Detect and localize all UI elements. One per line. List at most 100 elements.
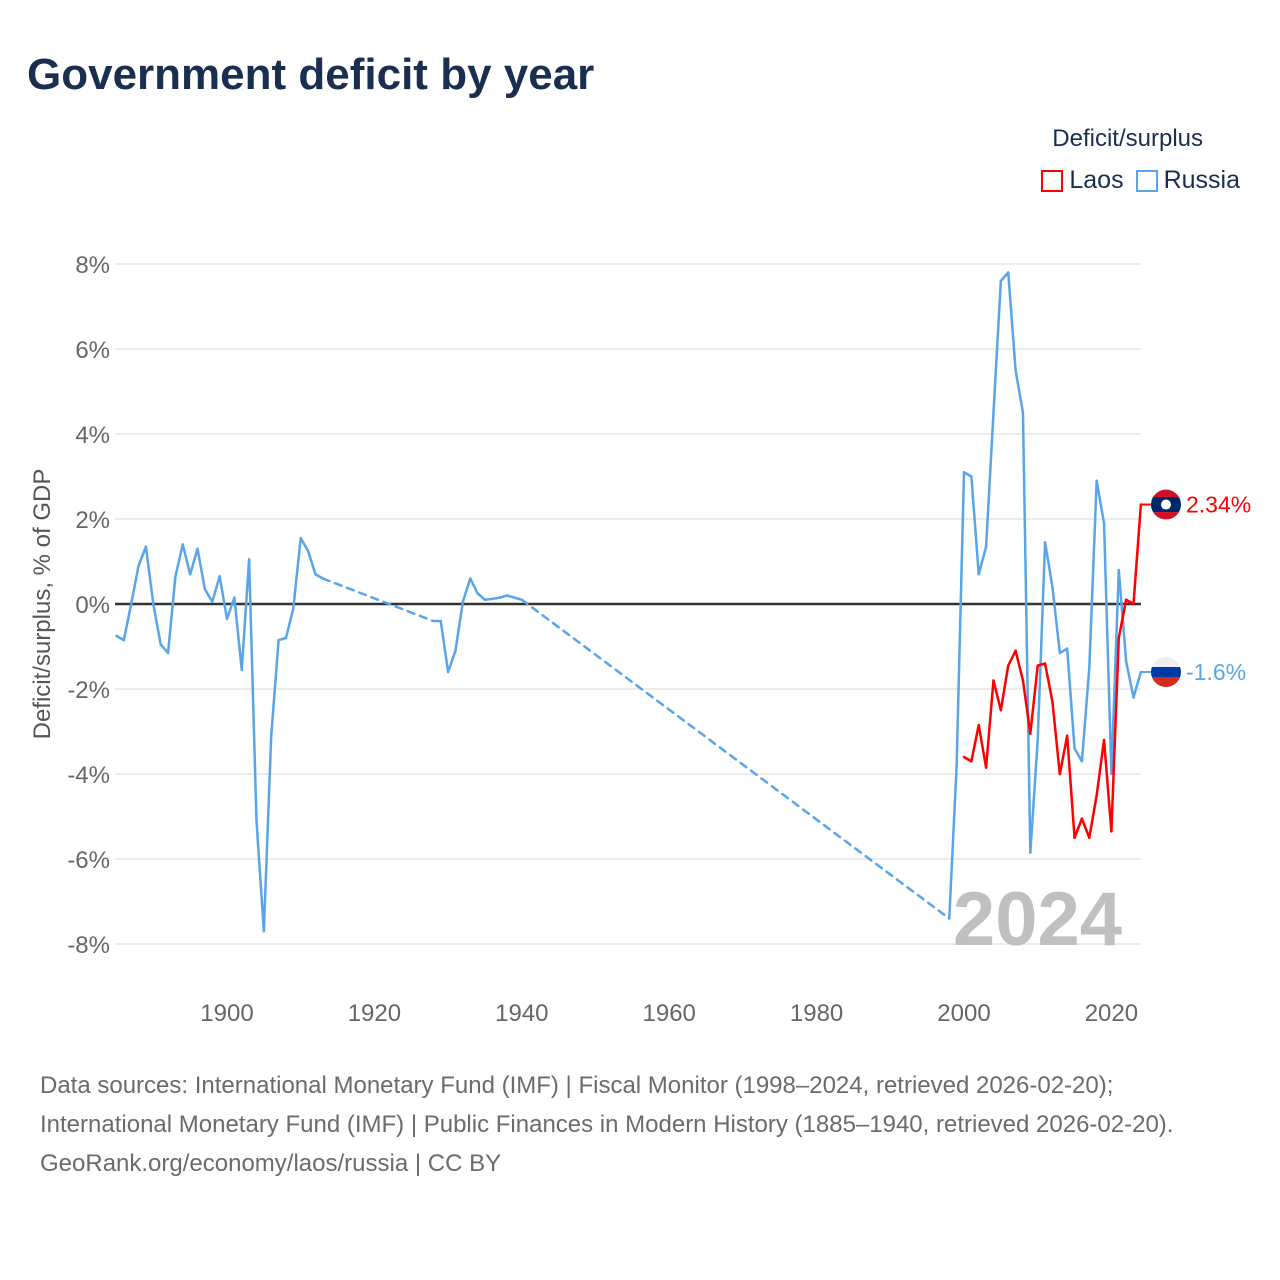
- footer: Data sources: International Monetary Fun…: [40, 1066, 1240, 1183]
- russia-line-segment: [513, 596, 524, 601]
- russia-line-segment: [1014, 369, 1025, 414]
- russia-line-segment: [137, 545, 148, 567]
- russia-line-segment: [129, 564, 140, 606]
- laos-line-segment: [999, 664, 1010, 712]
- russia-end-value-label: -1.6%: [1186, 659, 1246, 685]
- x-tick-label: 2000: [937, 1000, 990, 1027]
- legend-item-russia[interactable]: Russia: [1135, 166, 1240, 195]
- russia-line-segment: [292, 536, 302, 610]
- laos-line-segment: [984, 679, 995, 769]
- laos-line-segment: [1021, 679, 1032, 735]
- russia-line-segment: [992, 279, 1003, 414]
- russia-line-segment: [1088, 479, 1098, 669]
- russia-line-segment: [277, 636, 288, 642]
- y-axis-label: Deficit/surplus, % of GDP: [29, 469, 56, 740]
- russia-line-segment: [284, 607, 295, 640]
- y-tick-label: -4%: [67, 762, 110, 789]
- russia-line-segment: [505, 594, 516, 599]
- russia-line-segment: [196, 547, 207, 591]
- x-tick-label: 1960: [643, 1000, 696, 1027]
- laos-flag-icon: [1151, 489, 1181, 520]
- russia-line-segment: [962, 471, 973, 478]
- russia-line-segment: [188, 547, 199, 576]
- laos-line-segment: [1006, 649, 1017, 667]
- russia-line-segment: [159, 643, 170, 655]
- data-sources: Data sources: International Monetary Fun…: [40, 1072, 1174, 1138]
- russia-line-segment: [144, 545, 155, 606]
- russia-line-segment: [1021, 411, 1032, 854]
- laos-line-segment: [1065, 734, 1076, 839]
- russia-line-segment: [203, 587, 214, 604]
- russia-line-segment: [225, 596, 236, 621]
- russia-line-segment: [1132, 670, 1143, 699]
- y-tick-label: 8%: [75, 252, 110, 279]
- legend-item-laos[interactable]: Laos: [1041, 166, 1124, 195]
- laos-line-segment: [970, 723, 980, 763]
- laos-end-value-label: 2.34%: [1186, 492, 1251, 518]
- russia-line-segment: [247, 558, 258, 822]
- russia-line-segment: [977, 545, 988, 576]
- russia-line-segment: [468, 577, 479, 595]
- x-tick-label: 1900: [200, 1000, 253, 1027]
- russia-line-segment: [211, 575, 221, 604]
- russia-line-segment: [321, 577, 435, 623]
- russia-line-segment: [269, 638, 280, 737]
- russia-line-segment: [255, 819, 266, 933]
- legend-swatch-russia: [1135, 169, 1158, 192]
- credit-link[interactable]: GeoRank.org/economy/laos/russia | CC BY: [40, 1150, 502, 1177]
- y-tick-label: -2%: [67, 677, 110, 704]
- laos-line-segment: [1073, 817, 1084, 839]
- russia-line-segment: [948, 764, 958, 920]
- laos-line-segment: [1110, 636, 1121, 833]
- laos-line-segment: [1102, 738, 1113, 833]
- x-tick-label: 1980: [790, 1000, 843, 1027]
- x-tick-label: 2020: [1085, 1000, 1138, 1027]
- russia-line-segment: [240, 558, 251, 672]
- russia-line-segment: [1102, 522, 1113, 776]
- russia-line-segment: [233, 596, 243, 672]
- laos-line-segment: [1029, 664, 1039, 735]
- russia-line-segment: [152, 602, 162, 646]
- russia-line-segment: [115, 634, 126, 642]
- russia-line-segment: [984, 411, 995, 548]
- russia-line-segment: [181, 543, 192, 576]
- russia-line-segment: [174, 543, 185, 578]
- russia-line-segment: [999, 271, 1010, 283]
- y-tick-label: 6%: [75, 337, 110, 364]
- legend: Laos Russia: [1041, 166, 1240, 195]
- russia-line-segment: [461, 577, 472, 604]
- russia-line-segment: [1036, 541, 1047, 742]
- russia-line-segment: [955, 471, 966, 767]
- russia-line-segment: [446, 649, 457, 674]
- russia-line-segment: [1051, 585, 1062, 655]
- laos-line-segment: [1117, 598, 1128, 640]
- russia-line-segment: [122, 602, 133, 642]
- russia-line-segment: [454, 600, 465, 652]
- legend-title: Deficit/surplus: [1052, 125, 1203, 152]
- russia-line-segment: [1110, 568, 1121, 776]
- russia-line-segment: [970, 475, 980, 576]
- laos-line-segment: [1036, 662, 1047, 667]
- russia-line-segment: [1080, 666, 1091, 763]
- laos-line-segment: [962, 755, 973, 763]
- year-watermark: 2024: [953, 877, 1122, 962]
- russia-line-segment: [476, 592, 487, 601]
- russia-line-segment: [1095, 479, 1106, 525]
- legend-label-laos: Laos: [1069, 166, 1124, 194]
- russia-flag-icon: [1151, 657, 1181, 687]
- russia-line-segment: [1029, 738, 1039, 854]
- y-tick-label: 4%: [75, 422, 110, 449]
- x-tick-label: 1940: [495, 1000, 548, 1027]
- russia-line-segment: [1006, 271, 1017, 372]
- laos-line-segment: [1043, 662, 1054, 703]
- laos-line-segment: [1080, 817, 1091, 839]
- legend-swatch-laos: [1041, 169, 1064, 192]
- laos-line-segment: [1095, 738, 1106, 797]
- laos-line-segment: [992, 679, 1003, 712]
- russia-line-segment: [1073, 747, 1084, 763]
- russia-line-segment: [218, 575, 229, 621]
- laos-line-segment: [977, 723, 988, 769]
- laos-line-segment: [1088, 794, 1098, 839]
- russia-line-segment: [166, 575, 177, 655]
